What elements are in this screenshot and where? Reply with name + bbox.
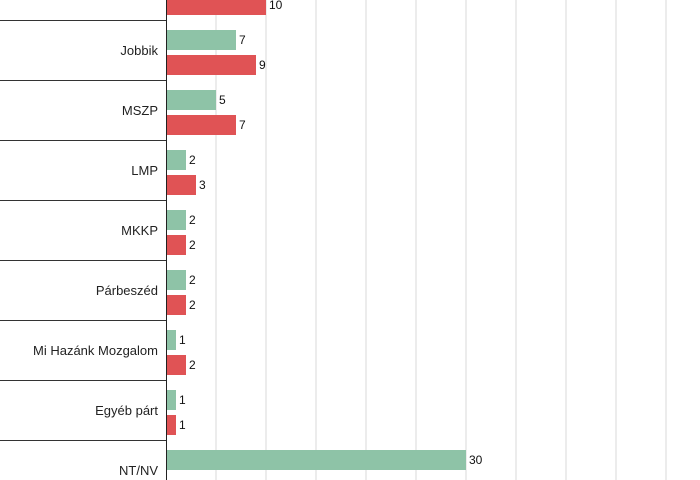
bar-value-label: 10 bbox=[269, 0, 283, 12]
bar-series-1 bbox=[166, 210, 186, 230]
bar-value-label: 3 bbox=[199, 178, 206, 192]
bar-series-2 bbox=[166, 415, 176, 435]
category-label: Mi Hazánk Mozgalom bbox=[33, 343, 158, 358]
bar-value-label: 2 bbox=[189, 358, 196, 372]
bar-series-1 bbox=[166, 150, 186, 170]
category-label: NT/NV bbox=[119, 463, 158, 478]
bar-value-label: 2 bbox=[189, 298, 196, 312]
bar-value-label: 30 bbox=[469, 453, 483, 467]
category-label: Párbeszéd bbox=[96, 283, 158, 298]
category-label: Jobbik bbox=[120, 43, 158, 58]
bar-value-label: 9 bbox=[259, 58, 266, 72]
bar-series-1 bbox=[166, 90, 216, 110]
bar-series-1 bbox=[166, 450, 466, 470]
bar-value-label: 1 bbox=[179, 418, 186, 432]
category-separators bbox=[0, 20, 166, 441]
bar-value-label: 2 bbox=[189, 213, 196, 227]
category-label: MSZP bbox=[122, 103, 158, 118]
labels: 1079Jobbik57MSZP23LMP22MKKP22Párbeszéd12… bbox=[33, 0, 483, 478]
bar-series-1 bbox=[166, 30, 236, 50]
bar-value-label: 2 bbox=[189, 153, 196, 167]
bar-series-2 bbox=[166, 355, 186, 375]
bar-value-label: 2 bbox=[189, 273, 196, 287]
bar-series-1 bbox=[166, 270, 186, 290]
category-label: Egyéb párt bbox=[95, 403, 158, 418]
bar-value-label: 2 bbox=[189, 238, 196, 252]
bars bbox=[166, 0, 466, 470]
bar-series-2 bbox=[166, 115, 236, 135]
bar-series-2 bbox=[166, 295, 186, 315]
bar-value-label: 1 bbox=[179, 393, 186, 407]
bar-value-label: 5 bbox=[219, 93, 226, 107]
grid-lines bbox=[215, 0, 667, 480]
bar-value-label: 1 bbox=[179, 333, 186, 347]
bar-value-label: 7 bbox=[239, 33, 246, 47]
bar-series-2 bbox=[166, 0, 266, 15]
bar-series-1 bbox=[166, 330, 176, 350]
category-label: MKKP bbox=[121, 223, 158, 238]
category-label: LMP bbox=[131, 163, 158, 178]
bar-series-2 bbox=[166, 235, 186, 255]
bar-series-2 bbox=[166, 55, 256, 75]
bar-value-label: 7 bbox=[239, 118, 246, 132]
bar-series-1 bbox=[166, 390, 176, 410]
bar-series-2 bbox=[166, 175, 196, 195]
